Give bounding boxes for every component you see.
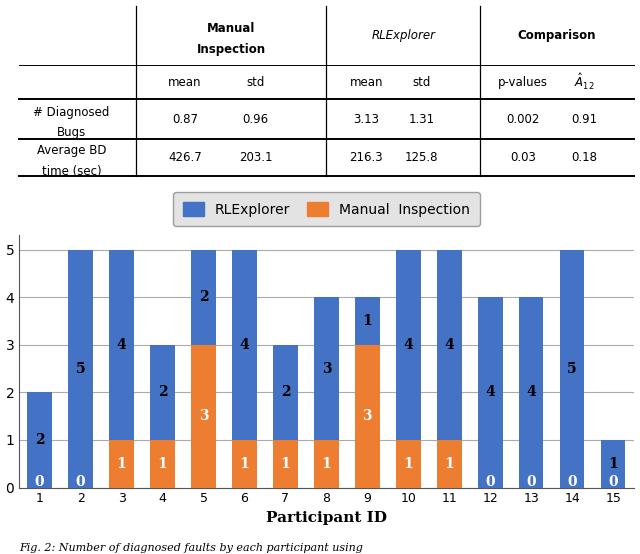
Text: 3.13: 3.13 (353, 112, 380, 126)
Text: $\hat{A}_{12}$: $\hat{A}_{12}$ (574, 73, 595, 93)
Text: 0.002: 0.002 (506, 112, 540, 126)
Bar (519, 297, 543, 488)
Text: RLExplorer: RLExplorer (371, 29, 435, 42)
Bar (232, 440, 257, 488)
Text: 0: 0 (76, 475, 86, 489)
Text: 216.3: 216.3 (349, 151, 383, 164)
Text: 0.03: 0.03 (510, 151, 536, 164)
Text: 1: 1 (403, 456, 413, 471)
Text: 5: 5 (567, 362, 577, 376)
Bar (396, 440, 420, 488)
Text: 2: 2 (198, 290, 209, 304)
Text: 4: 4 (485, 386, 495, 399)
Text: Average BD: Average BD (36, 144, 106, 157)
Text: 0.18: 0.18 (572, 151, 598, 164)
Bar (273, 440, 298, 488)
Bar (396, 250, 420, 440)
Bar (150, 440, 175, 488)
Text: Bugs: Bugs (57, 126, 86, 139)
Text: Comparison: Comparison (518, 29, 596, 42)
Text: 2: 2 (157, 386, 168, 399)
Text: 0: 0 (608, 475, 618, 489)
Text: mean: mean (168, 76, 202, 89)
Text: 1: 1 (116, 456, 127, 471)
Text: 1: 1 (608, 456, 618, 471)
Text: 203.1: 203.1 (239, 151, 273, 164)
Legend: RLExplorer, Manual  Inspection: RLExplorer, Manual Inspection (173, 192, 479, 226)
Bar (560, 250, 584, 488)
Text: 1.31: 1.31 (408, 112, 435, 126)
Text: 1: 1 (444, 456, 454, 471)
Text: 4: 4 (239, 338, 250, 352)
Text: 0.91: 0.91 (572, 112, 598, 126)
Text: 1: 1 (321, 456, 332, 471)
Text: p-values: p-values (498, 76, 548, 89)
Text: 4: 4 (526, 386, 536, 399)
Bar (150, 345, 175, 440)
Bar (191, 345, 216, 488)
Text: 4: 4 (403, 338, 413, 352)
Text: 0: 0 (485, 475, 495, 489)
Text: Fig. 2: Number of diagnosed faults by each participant using: Fig. 2: Number of diagnosed faults by ea… (19, 543, 363, 553)
Bar (109, 440, 134, 488)
Text: 4: 4 (116, 338, 127, 352)
Bar (355, 297, 380, 345)
Bar (437, 440, 461, 488)
Text: 1: 1 (157, 456, 168, 471)
Text: std: std (246, 76, 265, 89)
Text: 2: 2 (280, 386, 291, 399)
Bar (109, 250, 134, 440)
Text: time (sec): time (sec) (42, 165, 101, 178)
Text: 0: 0 (35, 475, 45, 489)
Text: # Diagnosed: # Diagnosed (33, 106, 109, 119)
Text: 1: 1 (362, 314, 372, 328)
Bar (314, 440, 339, 488)
Bar (68, 250, 93, 488)
Text: 3: 3 (362, 409, 372, 423)
Text: mean: mean (349, 76, 383, 89)
Bar (232, 250, 257, 440)
Bar (437, 250, 461, 440)
Bar (28, 392, 52, 488)
Text: Manual: Manual (207, 22, 255, 35)
Text: 0: 0 (567, 475, 577, 489)
Text: 2: 2 (35, 433, 45, 447)
Text: 426.7: 426.7 (168, 151, 202, 164)
Text: 4: 4 (444, 338, 454, 352)
Text: std: std (412, 76, 431, 89)
Bar (355, 345, 380, 488)
Text: 1: 1 (280, 456, 291, 471)
X-axis label: Participant ID: Participant ID (266, 511, 387, 525)
Text: 5: 5 (76, 362, 86, 376)
Text: 0.87: 0.87 (172, 112, 198, 126)
Text: 0.96: 0.96 (243, 112, 269, 126)
Text: 3: 3 (321, 362, 332, 376)
Text: 125.8: 125.8 (405, 151, 438, 164)
Bar (314, 297, 339, 440)
Bar (478, 297, 502, 488)
Text: 3: 3 (198, 409, 209, 423)
Text: 0: 0 (526, 475, 536, 489)
Text: Inspection: Inspection (196, 43, 266, 55)
Bar (601, 440, 625, 488)
Bar (273, 345, 298, 440)
Bar (191, 250, 216, 345)
Text: 1: 1 (239, 456, 250, 471)
